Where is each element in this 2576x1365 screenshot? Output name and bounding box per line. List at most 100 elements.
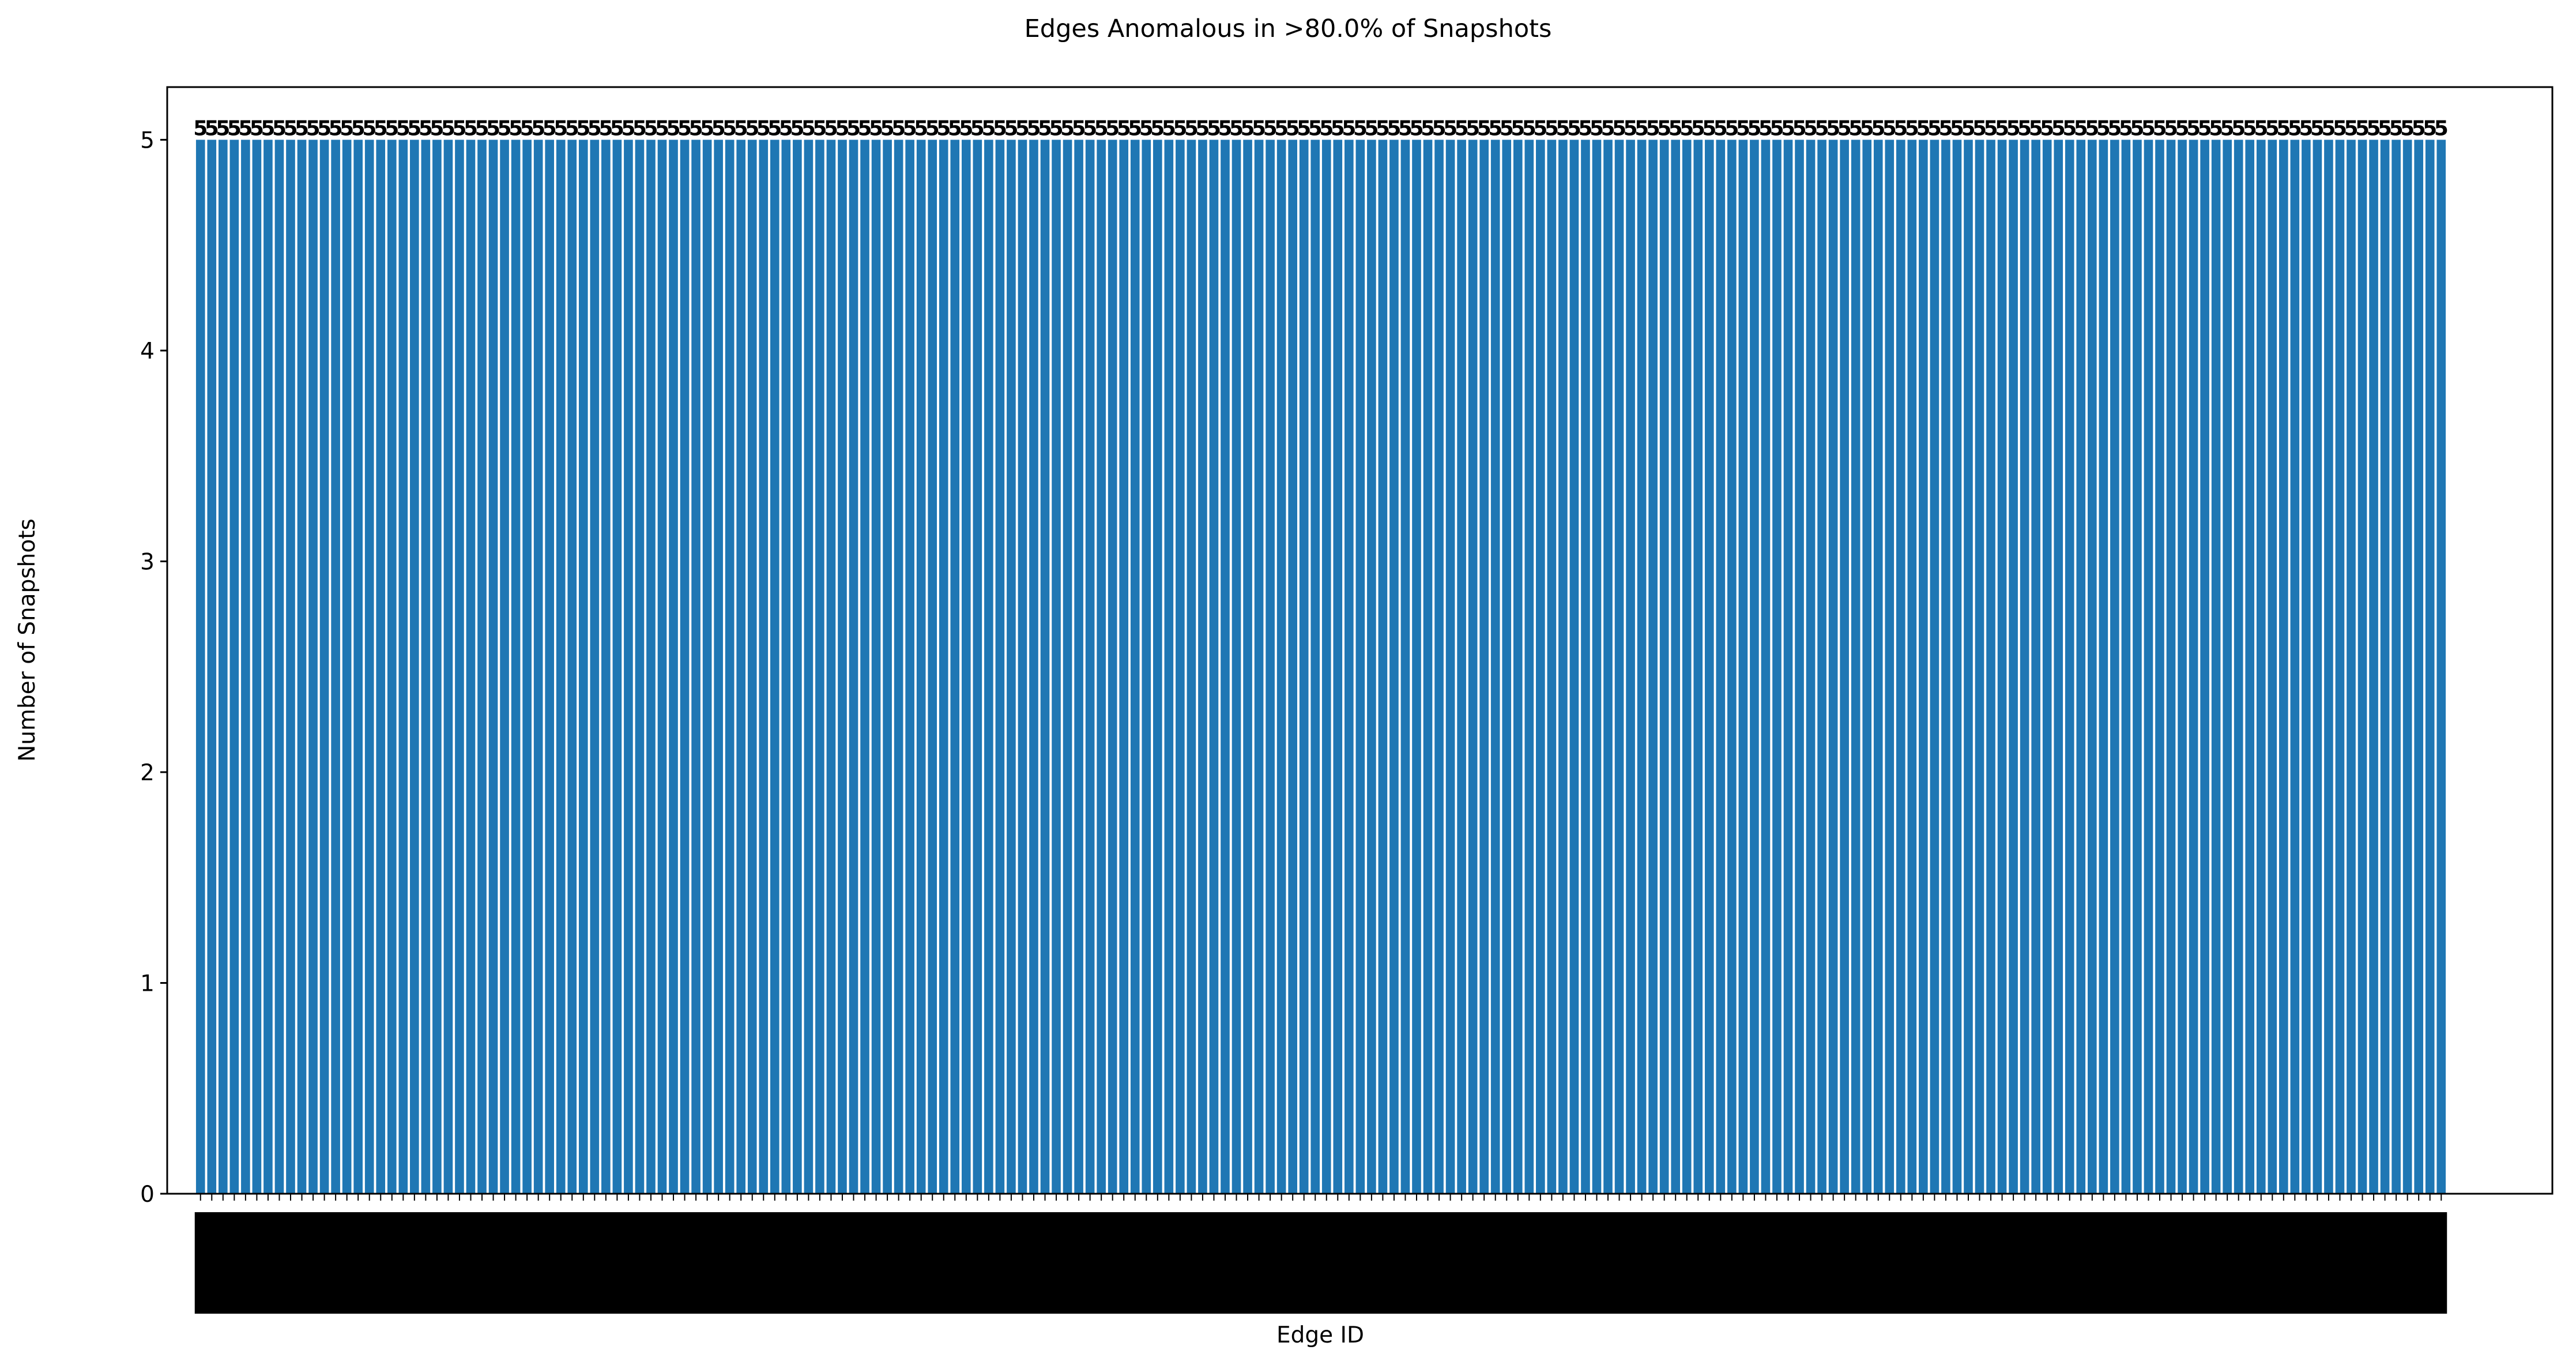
bar [2256,140,2266,1194]
bar-value-label: 5 [1274,116,1289,140]
bar-value-label: 5 [1286,116,1300,140]
bar-value-label: 5 [2141,116,2156,140]
x-tick-label [1332,1212,1344,1314]
x-tick-label [228,1212,240,1314]
bar [702,140,712,1194]
bar-value-label: 5 [1173,116,1187,140]
bar-value-label: 5 [565,116,579,140]
bar [252,140,262,1194]
x-tick-label [1929,1212,1941,1314]
x-tick-label [397,1212,409,1314]
x-tick-label [1309,1212,1321,1314]
x-axis-label: Edge ID [1276,1322,1364,1348]
x-tick-label [791,1212,803,1314]
bar-value-label: 5 [2254,116,2268,140]
bar-value-label: 5 [1781,116,1795,140]
x-tick-label [1794,1212,1806,1314]
bar [1975,140,1984,1194]
bar [894,140,903,1194]
x-tick-label [1411,1212,1423,1314]
y-tick-label: 3 [140,549,155,575]
bar-value-label: 5 [1083,116,1097,140]
x-tick-label [1219,1212,1231,1314]
x-tick-label [2075,1212,2087,1314]
x-tick-label [2300,1212,2312,1314]
bar [342,140,352,1194]
x-tick-label [1670,1212,1682,1314]
plot-frame [166,86,2554,1195]
bar-value-label: 5 [1184,116,1199,140]
bar-value-label: 5 [891,116,906,140]
bar [1445,140,1455,1194]
bar-value-label: 5 [1117,116,1131,140]
bar [1513,140,1523,1194]
x-tick-label [937,1212,950,1314]
bar-value-label: 5 [869,116,883,140]
bar-value-label: 5 [1466,116,1480,140]
x-ticks-layer [194,1194,2447,1314]
x-tick-label [2311,1212,2323,1314]
bar-value-label: 5 [340,116,354,140]
bar [219,140,228,1194]
y-tick-label: 2 [140,760,155,786]
x-tick-label [2221,1212,2234,1314]
bar [1254,140,1264,1194]
bar [1569,140,1579,1194]
bar-value-label: 5 [576,116,590,140]
x-tick-label [2131,1212,2143,1314]
bar [781,140,791,1194]
bar-value-label: 5 [1376,116,1390,140]
x-tick-label [1748,1212,1760,1314]
bar-value-label: 5 [812,116,827,140]
bar [500,140,509,1194]
bar-value-label: 5 [1815,116,1829,140]
bar-value-label: 5 [193,116,208,140]
bar [1457,140,1466,1194]
bar-value-label: 5 [1724,116,1739,140]
bar-value-label: 5 [430,116,444,140]
bar [263,140,273,1194]
bar-value-label: 5 [1848,116,1863,140]
bar [2245,140,2255,1194]
bar-value-label: 5 [1015,116,1030,140]
x-tick-label [927,1212,939,1314]
bar-value-label: 5 [1826,116,1840,140]
x-tick-label [2018,1212,2031,1314]
bar [1524,140,1534,1194]
x-tick-label [1320,1212,1332,1314]
bar [2076,140,2086,1194]
bar [2335,140,2345,1194]
bar-value-label: 5 [970,116,985,140]
bar [669,140,678,1194]
bar [1704,140,1714,1194]
x-tick-label [611,1212,623,1314]
x-tick-label [949,1212,961,1314]
bar-value-label: 5 [2243,116,2257,140]
bar-value-label: 5 [441,116,455,140]
bar [511,140,521,1194]
bar-value-label: 5 [486,116,500,140]
x-tick-label [1895,1212,1907,1314]
x-tick-label [690,1212,702,1314]
bar-value-label: 5 [1612,116,1626,140]
x-tick-label [1388,1212,1400,1314]
bar [1614,140,1624,1194]
bar-value-label: 5 [936,116,951,140]
x-tick-label [1501,1212,1513,1314]
bar [2009,140,2018,1194]
x-tick-label [1422,1212,1434,1314]
bar [612,140,622,1194]
bar [2110,140,2119,1194]
x-tick-label [2176,1212,2189,1314]
bar-value-label: 5 [632,116,647,140]
bar [2211,140,2221,1194]
x-tick-label [1512,1212,1524,1314]
bar-value-label: 5 [2051,116,2066,140]
x-tick-label [1298,1212,1310,1314]
bar-value-label: 5 [1511,116,1525,140]
bar-value-label: 5 [801,116,816,140]
bar-value-label: 5 [2423,116,2437,140]
bar [443,140,453,1194]
x-tick-label [982,1212,995,1314]
x-tick-label [2120,1212,2132,1314]
